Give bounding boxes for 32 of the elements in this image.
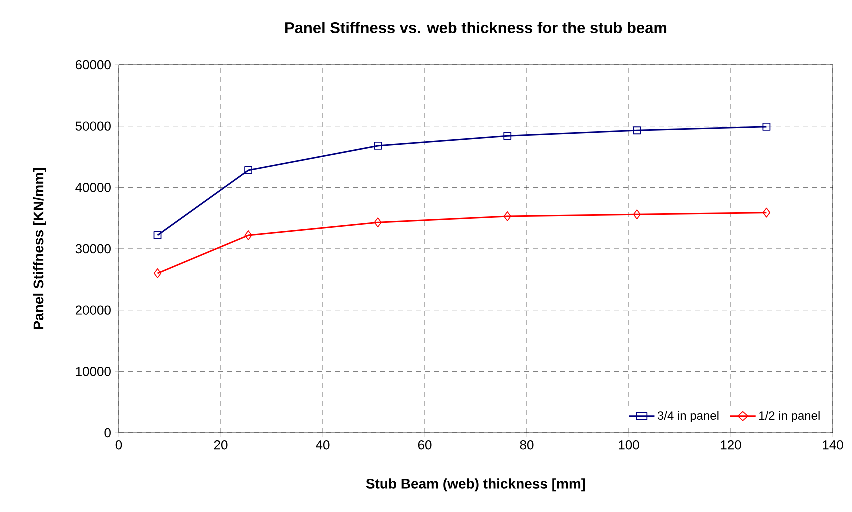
x-axis-title: Stub Beam (web) thickness [mm] — [366, 478, 586, 492]
y-tick-label: 20000 — [76, 306, 111, 315]
point — [244, 230, 252, 240]
x-tick-label: 80 — [520, 440, 534, 450]
x-tick-label: 100 — [619, 440, 640, 450]
x-tick-label: 140 — [823, 440, 844, 450]
y-tick-label: 60000 — [76, 60, 111, 70]
x-tick-label: 60 — [418, 440, 432, 450]
x-tick-label: 120 — [721, 440, 742, 450]
x-tick-label: 0 — [116, 440, 122, 450]
x-tick-label: 40 — [316, 440, 330, 450]
legend-label: 1/2 in panel — [760, 411, 820, 422]
legend-label: 3/4 in panel — [658, 411, 719, 422]
point — [374, 218, 382, 228]
y-tick-label: 50000 — [76, 122, 111, 131]
point — [154, 268, 162, 278]
point — [504, 212, 512, 222]
point — [762, 208, 771, 218]
y-tick-label: 30000 — [76, 244, 111, 254]
point — [633, 126, 642, 135]
y-tick-label: 0 — [104, 428, 111, 438]
point — [244, 166, 252, 174]
y-tick-label: 40000 — [76, 183, 111, 192]
point — [374, 142, 382, 150]
y-tick-label: 10000 — [76, 367, 111, 376]
point — [762, 123, 771, 131]
point — [504, 132, 512, 140]
chart-title: Panel Stiffness vs. web thickness for the stub beam — [286, 22, 667, 34]
y-axis-title: Panel Stiffness [KN/mm] — [33, 168, 46, 330]
x-tick-label: 20 — [214, 440, 228, 450]
point — [154, 232, 162, 240]
point — [633, 210, 641, 220]
